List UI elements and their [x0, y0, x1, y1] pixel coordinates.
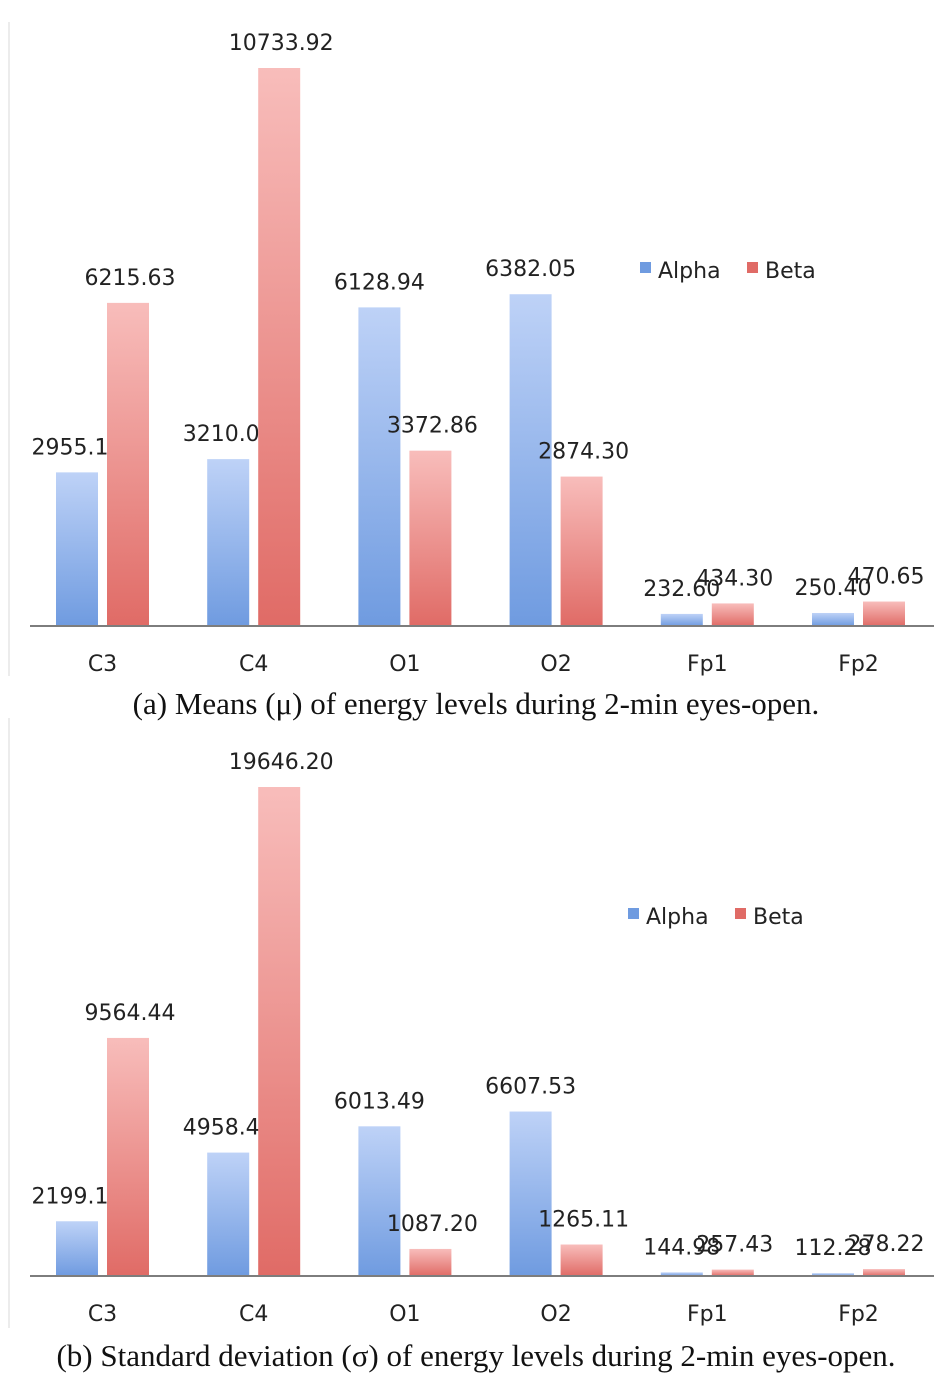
legend-swatch-beta — [735, 908, 746, 919]
bar-alpha-c3 — [56, 1221, 98, 1276]
bar-alpha-c4 — [207, 1152, 250, 1276]
x-tick-label-c4: C4 — [239, 1302, 268, 1327]
bar-alpha-fp1 — [660, 613, 703, 626]
x-tick-label-c4: C4 — [239, 652, 268, 677]
bar-alpha-c3 — [56, 472, 98, 626]
bar-beta-fp1 — [711, 603, 754, 626]
legend-swatch-alpha — [640, 262, 651, 273]
bar-beta-o2 — [560, 1244, 603, 1276]
data-label-beta-c3: 9564.44 — [85, 1001, 176, 1026]
chart-std-svg: 2199.199564.44C34958.4519646.20C46013.49… — [8, 718, 934, 1328]
x-tick-label-o1: O1 — [389, 1302, 420, 1327]
legend-swatch-beta — [747, 262, 758, 273]
bar-alpha-o1 — [358, 307, 401, 626]
bar-alpha-fp1 — [660, 1272, 703, 1276]
x-tick-label-fp1: Fp1 — [687, 652, 728, 677]
bar-beta-fp2 — [863, 1269, 905, 1276]
data-label-alpha-fp2: 250.40 — [795, 576, 872, 601]
legend-label-alpha: Alpha — [658, 259, 721, 284]
bar-alpha-fp2 — [812, 1273, 854, 1276]
bar-beta-o2 — [560, 476, 603, 626]
bar-alpha-o2 — [509, 1111, 552, 1276]
data-label-beta-c4: 19646.20 — [229, 750, 334, 775]
x-tick-label-o2: O2 — [540, 652, 571, 677]
chart-means: 2955.12 6215.63 C3 3210.09 10733.92 C4 6128.94… — [0, 0, 952, 680]
bar-beta-fp2 — [863, 601, 905, 626]
x-tick-label-fp2: Fp2 — [838, 652, 879, 677]
data-label-beta-fp2: 278.22 — [848, 1232, 925, 1257]
data-label-alpha-fp1: 232.60 — [643, 577, 720, 602]
chart-means-svg: 2955.126215.63C33210.0910733.92C46128.94… — [8, 22, 934, 677]
caption-means: (a) Means (μ) of energy levels during 2-… — [132, 686, 820, 721]
x-tick-label-fp1: Fp1 — [687, 1302, 728, 1327]
bar-alpha-c4 — [207, 459, 250, 626]
bar-beta-o1 — [409, 1248, 452, 1276]
bar-beta-c3 — [107, 1037, 149, 1276]
bar-beta-c3 — [107, 302, 149, 626]
data-label-alpha-o2: 6607.53 — [485, 1075, 576, 1100]
data-label-alpha-o1: 6128.94 — [334, 270, 425, 295]
data-label-alpha-fp2: 112.28 — [795, 1236, 872, 1261]
legend-swatch-alpha — [628, 908, 639, 919]
bar-alpha-fp2 — [812, 612, 854, 626]
caption-std: (b) Standard deviation (σ) of energy lev… — [56, 1338, 896, 1373]
bar-beta-c4 — [258, 68, 301, 626]
legend-label-beta: Beta — [753, 905, 804, 930]
bar-beta-fp1 — [711, 1269, 754, 1276]
data-label-alpha-o1: 6013.49 — [334, 1089, 425, 1114]
bar-alpha-o2 — [509, 294, 552, 626]
bar-beta-o1 — [409, 450, 452, 626]
bar-alpha-o1 — [358, 1126, 401, 1276]
data-label-beta-o1: 3372.86 — [387, 414, 478, 439]
data-label-beta-o2: 1265.11 — [538, 1208, 629, 1233]
data-label-beta-fp1: 434.30 — [696, 566, 773, 591]
x-tick-label-c3: C3 — [88, 1302, 117, 1327]
x-tick-label-c3: C3 — [88, 652, 117, 677]
data-label-alpha-o2: 6382.05 — [485, 257, 576, 282]
data-label-beta-fp2: 470.65 — [848, 565, 925, 590]
x-tick-label-fp2: Fp2 — [838, 1302, 879, 1327]
data-label-beta-o2: 2874.30 — [538, 440, 629, 465]
data-label-alpha-fp1: 144.98 — [643, 1235, 720, 1260]
x-tick-label-o2: O2 — [540, 1302, 571, 1327]
chart-std: 2199.19 9564.44 C3 4958.45 19646.20 C4 6013.49… — [0, 718, 952, 1330]
legend-label-alpha: Alpha — [646, 905, 709, 930]
x-tick-label-o1: O1 — [389, 652, 420, 677]
data-label-beta-fp1: 257.43 — [696, 1233, 773, 1258]
data-label-beta-c4: 10733.92 — [229, 31, 334, 56]
legend-label-beta: Beta — [765, 259, 816, 284]
data-label-beta-o1: 1087.20 — [387, 1212, 478, 1237]
data-label-beta-c3: 6215.63 — [85, 266, 176, 291]
bar-beta-c4 — [258, 787, 301, 1276]
